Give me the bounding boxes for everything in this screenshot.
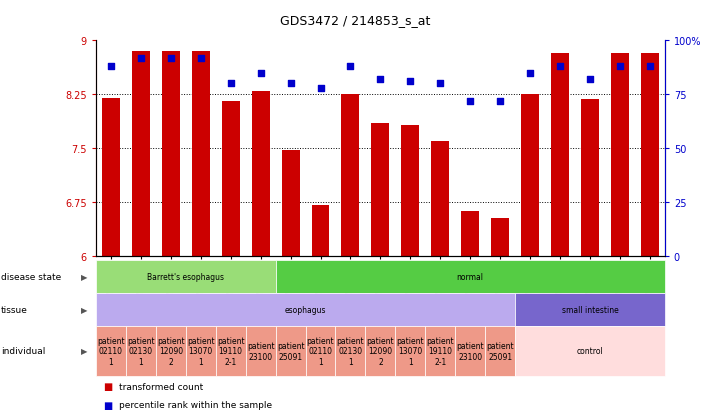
Bar bbox=[401, 126, 419, 256]
Text: GDS3472 / 214853_s_at: GDS3472 / 214853_s_at bbox=[280, 14, 431, 27]
Text: Barrett's esophagus: Barrett's esophagus bbox=[147, 272, 224, 281]
Bar bbox=[102, 99, 120, 256]
Point bbox=[315, 85, 326, 92]
Text: ▶: ▶ bbox=[80, 305, 87, 314]
Point bbox=[525, 70, 536, 77]
Bar bbox=[371, 123, 390, 256]
Bar bbox=[521, 95, 539, 256]
Text: patient
02130
1: patient 02130 1 bbox=[127, 336, 155, 366]
Text: disease state: disease state bbox=[1, 272, 61, 281]
Bar bbox=[641, 54, 659, 256]
Bar bbox=[551, 54, 569, 256]
Point bbox=[255, 70, 267, 77]
Text: tissue: tissue bbox=[1, 305, 28, 314]
Text: patient
02130
1: patient 02130 1 bbox=[336, 336, 364, 366]
Text: ▶: ▶ bbox=[80, 272, 87, 281]
Text: patient
12090
2: patient 12090 2 bbox=[367, 336, 394, 366]
Text: normal: normal bbox=[456, 272, 483, 281]
Text: ■: ■ bbox=[103, 400, 112, 410]
Point bbox=[464, 98, 476, 105]
Text: patient
23100: patient 23100 bbox=[247, 342, 274, 361]
Bar bbox=[341, 95, 360, 256]
Text: individual: individual bbox=[1, 347, 45, 356]
Bar bbox=[432, 142, 449, 256]
Point bbox=[375, 77, 386, 83]
Point bbox=[494, 98, 506, 105]
Point bbox=[285, 81, 296, 88]
Text: patient
19110
2-1: patient 19110 2-1 bbox=[427, 336, 454, 366]
Bar bbox=[581, 100, 599, 256]
Text: patient
13070
1: patient 13070 1 bbox=[187, 336, 215, 366]
Text: patient
19110
2-1: patient 19110 2-1 bbox=[217, 336, 245, 366]
Point bbox=[225, 81, 236, 88]
Bar bbox=[222, 102, 240, 256]
Point bbox=[434, 81, 446, 88]
Bar bbox=[252, 91, 269, 256]
Point bbox=[555, 64, 566, 70]
Point bbox=[195, 55, 206, 62]
Bar bbox=[611, 54, 629, 256]
Text: patient
13070
1: patient 13070 1 bbox=[397, 336, 424, 366]
Bar bbox=[461, 212, 479, 256]
Bar bbox=[282, 151, 299, 256]
Text: ▶: ▶ bbox=[80, 347, 87, 356]
Text: small intestine: small intestine bbox=[562, 305, 619, 314]
Bar bbox=[491, 219, 509, 256]
Text: patient
25091: patient 25091 bbox=[277, 342, 304, 361]
Bar bbox=[192, 52, 210, 256]
Text: transformed count: transformed count bbox=[119, 382, 203, 391]
Text: patient
23100: patient 23100 bbox=[456, 342, 484, 361]
Bar bbox=[132, 52, 150, 256]
Point bbox=[405, 79, 416, 85]
Text: percentile rank within the sample: percentile rank within the sample bbox=[119, 400, 272, 409]
Point bbox=[644, 64, 656, 70]
Bar bbox=[311, 206, 329, 256]
Point bbox=[584, 77, 596, 83]
Point bbox=[135, 55, 146, 62]
Text: control: control bbox=[577, 347, 604, 356]
Point bbox=[345, 64, 356, 70]
Text: patient
02110
1: patient 02110 1 bbox=[306, 336, 334, 366]
Text: esophagus: esophagus bbox=[285, 305, 326, 314]
Point bbox=[105, 64, 117, 70]
Point bbox=[165, 55, 176, 62]
Text: ■: ■ bbox=[103, 381, 112, 391]
Text: patient
12090
2: patient 12090 2 bbox=[157, 336, 185, 366]
Text: patient
02110
1: patient 02110 1 bbox=[97, 336, 124, 366]
Bar bbox=[162, 52, 180, 256]
Text: patient
25091: patient 25091 bbox=[486, 342, 514, 361]
Point bbox=[614, 64, 626, 70]
